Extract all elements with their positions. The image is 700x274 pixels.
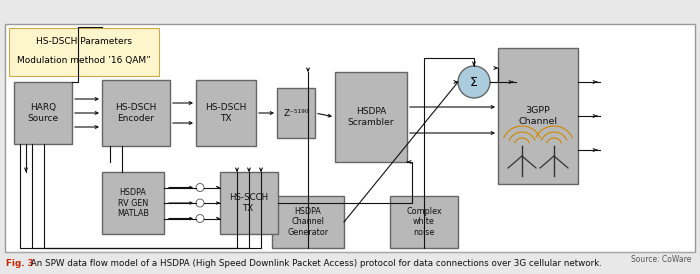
Text: Source: CoWare: Source: CoWare	[631, 255, 691, 264]
Circle shape	[196, 184, 204, 192]
Text: HSDPA
Scrambler: HSDPA Scrambler	[348, 107, 394, 127]
Text: Complex
white
noise: Complex white noise	[406, 207, 442, 237]
Text: HARQ
Source: HARQ Source	[27, 103, 59, 123]
Text: HS-DSCH
Encoder: HS-DSCH Encoder	[116, 103, 157, 123]
Bar	[196, 80, 256, 146]
Text: Z⁻⁵¹⁹⁰: Z⁻⁵¹⁹⁰	[284, 109, 309, 118]
Text: HSDPA
RV GEN
MATLAB: HSDPA RV GEN MATLAB	[117, 188, 149, 218]
Circle shape	[458, 66, 490, 98]
Bar	[272, 196, 344, 248]
Bar	[390, 196, 458, 248]
Bar	[335, 72, 407, 162]
Bar	[102, 80, 170, 146]
Text: Fig. 3: Fig. 3	[6, 258, 34, 267]
Bar	[498, 48, 578, 184]
Text: HS-DSCH Parameters: HS-DSCH Parameters	[36, 38, 132, 47]
Bar	[102, 172, 164, 234]
Text: An SPW data flow model of a HSDPA (High Speed Downlink Packet Access) protocol f: An SPW data flow model of a HSDPA (High …	[28, 258, 602, 267]
Bar	[14, 82, 72, 144]
Text: Σ: Σ	[470, 76, 478, 89]
Bar	[277, 88, 315, 138]
Circle shape	[196, 199, 204, 207]
Bar	[220, 172, 278, 234]
Text: 3GPP
Channel: 3GPP Channel	[519, 106, 557, 126]
Circle shape	[196, 215, 204, 222]
Bar	[9, 28, 159, 76]
Bar	[5, 24, 695, 252]
Text: HS-SCCH
TX: HS-SCCH TX	[230, 193, 269, 213]
Text: Modulation method ’16 QAM”: Modulation method ’16 QAM”	[17, 56, 151, 64]
Text: HSDPA
Channel
Generator: HSDPA Channel Generator	[288, 207, 328, 237]
Text: HS-DSCH
TX: HS-DSCH TX	[205, 103, 246, 123]
